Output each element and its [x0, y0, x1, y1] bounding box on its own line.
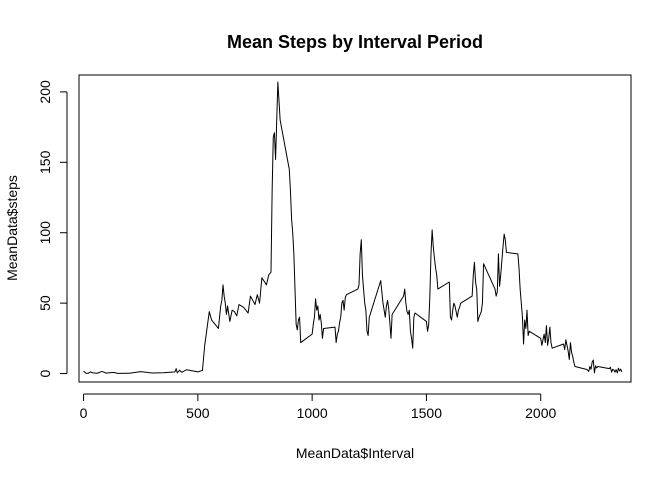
x-tick-label: 2000 [525, 405, 556, 421]
x-tick-label: 1000 [297, 405, 328, 421]
y-axis: 0 50 100 150 200 [37, 80, 68, 377]
y-tick-label: 200 [37, 80, 53, 104]
x-tick-label: 0 [80, 405, 88, 421]
y-axis-label: MeanData$steps [4, 175, 20, 281]
plot-frame [78, 74, 632, 383]
x-tick-label: 1500 [411, 405, 442, 421]
series-line-steps [83, 81, 623, 374]
y-tick-label: 50 [37, 295, 53, 311]
x-axis-label: MeanData$Interval [296, 445, 414, 461]
x-axis: 0 500 1000 1500 2000 [80, 393, 556, 421]
x-tick-label: 500 [186, 405, 210, 421]
y-tick-label: 0 [37, 369, 53, 377]
chart-title: Mean Steps by Interval Period [227, 32, 483, 52]
y-tick-label: 150 [37, 150, 53, 174]
y-tick-label: 100 [37, 221, 53, 245]
